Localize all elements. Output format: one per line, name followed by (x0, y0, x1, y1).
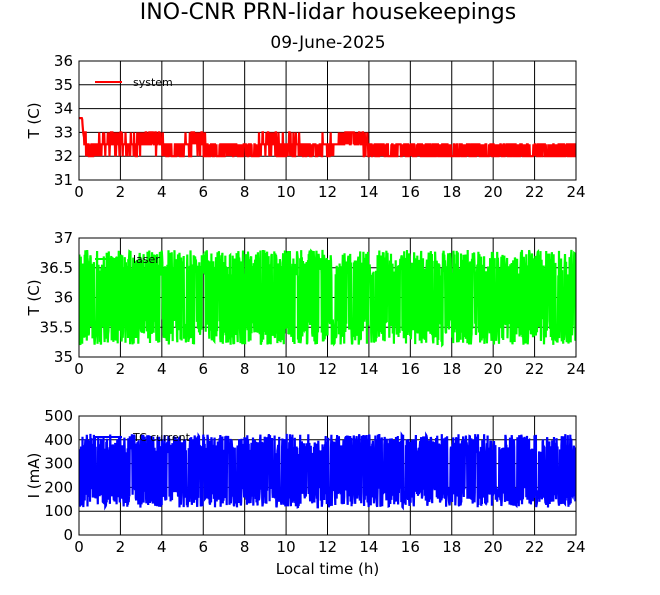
y-tick-label: 34 (54, 100, 73, 118)
y-axis-label: T (C) (25, 102, 43, 139)
x-tick-label: 2 (116, 538, 126, 556)
x-tick-label: 24 (566, 183, 585, 201)
figure-date: 09-June-2025 (270, 33, 385, 53)
figure-title: INO-CNR PRN-lidar housekeepings (140, 0, 516, 25)
x-tick-label: 24 (566, 538, 585, 556)
x-tick-label: 18 (442, 183, 461, 201)
x-tick-label: 10 (277, 538, 296, 556)
x-tick-label: 18 (442, 538, 461, 556)
y-tick-label: 500 (44, 407, 73, 425)
axes-frame (78, 60, 577, 181)
x-tick-label: 4 (157, 538, 167, 556)
x-tick-label: 12 (318, 183, 337, 201)
y-axis-label: T (C) (25, 279, 43, 316)
y-tick-label: 0 (63, 526, 73, 544)
series-line-tc-current (79, 431, 576, 511)
x-tick-label: 0 (74, 360, 84, 378)
y-tick-label: 36.5 (40, 259, 73, 277)
y-tick-label: 36 (54, 52, 73, 70)
series-line-laser (79, 248, 576, 348)
y-tick-label: 35.5 (40, 318, 73, 336)
x-tick-label: 4 (157, 183, 167, 201)
y-tick-label: 400 (44, 431, 73, 449)
series-group (79, 248, 576, 348)
x-tick-label: 0 (74, 538, 84, 556)
x-tick-label: 18 (442, 360, 461, 378)
series-group (79, 117, 576, 158)
x-axis-label: Local time (h) (276, 560, 380, 578)
x-tick-label: 6 (198, 538, 208, 556)
legend-label: laser (133, 253, 160, 266)
x-tick-label: 20 (484, 183, 503, 201)
y-tick-label: 35 (54, 76, 73, 94)
y-tick-label: 32 (54, 147, 73, 165)
series-group (79, 431, 576, 511)
x-tick-label: 6 (198, 183, 208, 201)
x-tick-label: 14 (359, 360, 378, 378)
y-tick-label: 200 (44, 478, 73, 496)
x-tick-label: 12 (318, 360, 337, 378)
y-axis-label: I (mA) (25, 453, 43, 499)
axes-frame (78, 237, 577, 358)
x-tick-label: 22 (525, 360, 544, 378)
x-tick-label: 10 (277, 183, 296, 201)
x-tick-label: 20 (484, 360, 503, 378)
x-tick-label: 8 (240, 538, 250, 556)
y-tick-label: 31 (54, 171, 73, 189)
x-tick-label: 16 (401, 183, 420, 201)
x-tick-label: 6 (198, 360, 208, 378)
y-tick-label: 100 (44, 502, 73, 520)
axes-frame (78, 415, 577, 536)
y-tick-label: 300 (44, 455, 73, 473)
x-tick-label: 10 (277, 360, 296, 378)
x-tick-label: 8 (240, 360, 250, 378)
x-tick-label: 2 (116, 183, 126, 201)
legend-label: system (133, 76, 173, 89)
x-tick-label: 4 (157, 360, 167, 378)
x-tick-label: 22 (525, 538, 544, 556)
x-tick-label: 2 (116, 360, 126, 378)
x-tick-label: 14 (359, 183, 378, 201)
x-tick-label: 20 (484, 538, 503, 556)
x-tick-label: 16 (401, 360, 420, 378)
x-tick-label: 14 (359, 538, 378, 556)
x-tick-label: 0 (74, 183, 84, 201)
y-tick-label: 35 (54, 348, 73, 366)
y-tick-label: 36 (54, 289, 73, 307)
x-tick-label: 8 (240, 183, 250, 201)
x-tick-label: 12 (318, 538, 337, 556)
x-tick-label: 16 (401, 538, 420, 556)
series-line-system (79, 117, 576, 158)
y-tick-label: 33 (54, 123, 73, 141)
legend-label: TC current (132, 431, 191, 444)
y-tick-label: 37 (54, 229, 73, 247)
x-tick-label: 22 (525, 183, 544, 201)
x-tick-label: 24 (566, 360, 585, 378)
